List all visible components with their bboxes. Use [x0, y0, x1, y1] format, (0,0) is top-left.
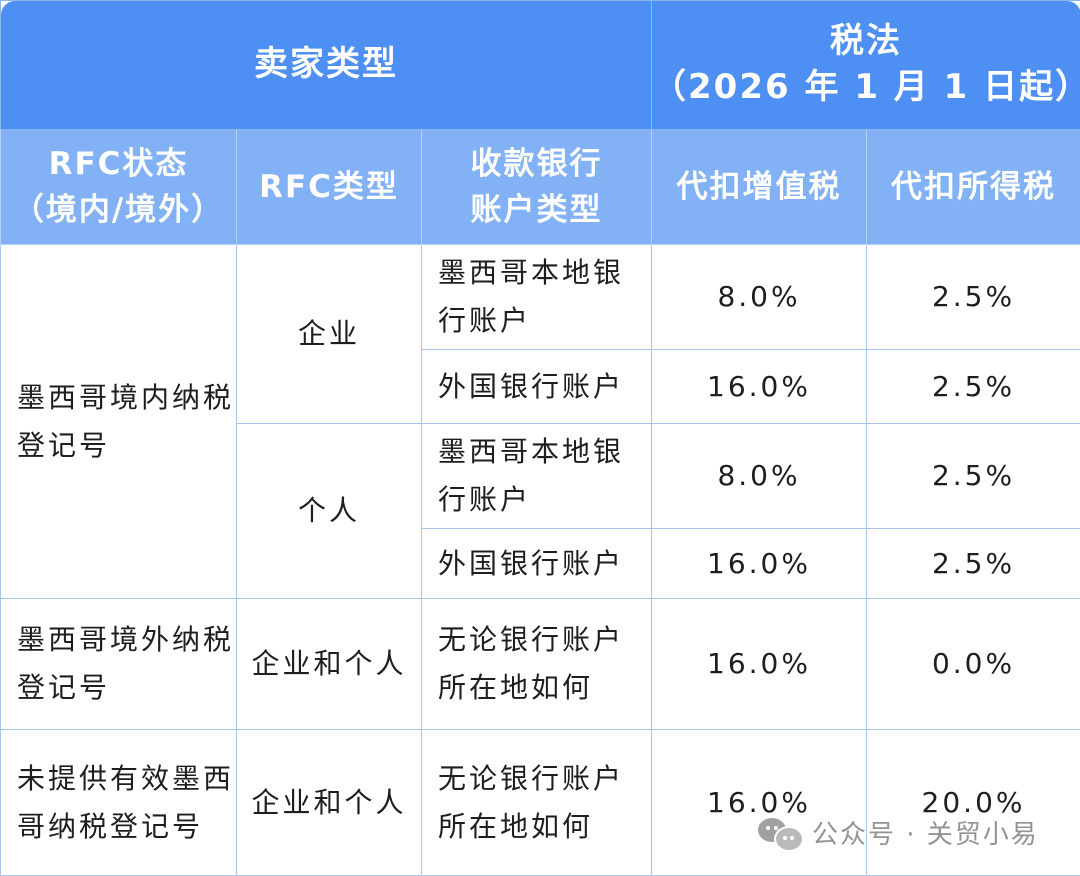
header-row: 卖家类型 税法 （2026 年 1 月 1 日起）: [0, 0, 1080, 130]
table-row: 墨西哥境外纳税登记号 企业和个人 无论银行账户所在地如何 16.0% 0.0%: [0, 598, 1080, 730]
bank-type-cell: 墨西哥本地银行账户: [420, 423, 653, 529]
rfc-type-cell: 企业和个人: [236, 729, 422, 876]
income-tax-cell: 20.0%: [866, 729, 1080, 876]
income-tax-cell: 2.5%: [866, 423, 1080, 529]
bank-type-header-line1: 收款银行: [470, 145, 603, 182]
income-tax-cell: 2.5%: [866, 528, 1080, 599]
table-row: 未提供有效墨西哥纳税登记号 企业和个人 无论银行账户所在地如何 16.0% 20…: [0, 729, 1080, 876]
subheader-row: RFC状态 （境内/境外） RFC类型 收款银行 账户类型 代扣增值税 代扣所得…: [0, 129, 1080, 245]
tax-law-header: 税法 （2026 年 1 月 1 日起）: [651, 0, 1080, 130]
vat-cell: 16.0%: [651, 528, 868, 599]
rfc-type-cell: 企业: [236, 244, 422, 424]
wechat-icon: [758, 814, 804, 852]
table-row: 墨西哥境内纳税登记号 企业 墨西哥本地银行账户 8.0% 2.5%: [0, 244, 1080, 599]
watermark-text: 公众号 · 关贸小易: [812, 819, 1039, 850]
vat-cell: 8.0%: [651, 244, 868, 350]
rfc-status-header-line2: （境内/境外）: [12, 192, 225, 228]
table-row: 外国银行账户 16.0% 2.5%: [1, 528, 1080, 599]
rfc-status-header-line1: RFC状态: [48, 145, 189, 182]
rfc-type-cell: 企业和个人: [236, 598, 422, 730]
vat-header: 代扣增值税: [651, 129, 868, 245]
rfc-type-header: RFC类型: [236, 129, 422, 245]
bank-type-cell: 无论银行账户所在地如何: [420, 598, 653, 730]
bank-type-cell: 外国银行账户: [420, 528, 653, 599]
rfc-type-cell: 个人: [236, 423, 422, 599]
vat-cell: 16.0%: [651, 349, 868, 424]
income-tax-header: 代扣所得税: [866, 129, 1080, 245]
seller-type-header: 卖家类型: [0, 0, 653, 130]
rfc-status-header: RFC状态 （境内/境外）: [0, 129, 237, 245]
vat-cell: 16.0%: [651, 598, 868, 730]
rfc-status-cell: 墨西哥境外纳税登记号: [0, 598, 237, 730]
tax-law-date: （2026 年 1 月 1 日起）: [652, 67, 1080, 107]
tax-law-title: 税法: [830, 21, 903, 62]
vat-cell: 8.0%: [651, 423, 868, 529]
watermark: 公众号 · 关贸小易: [758, 812, 1039, 852]
income-tax-cell: 0.0%: [866, 598, 1080, 730]
income-tax-cell: 2.5%: [866, 244, 1080, 350]
income-tax-cell: 2.5%: [866, 349, 1080, 424]
bank-type-cell: 墨西哥本地银行账户: [420, 244, 653, 350]
bank-type-header: 收款银行 账户类型: [420, 129, 653, 245]
bank-type-cell: 无论银行账户所在地如何: [420, 729, 653, 876]
bank-type-cell: 外国银行账户: [420, 349, 653, 424]
bank-type-header-line2: 账户类型: [470, 192, 603, 228]
rfc-status-cell: 未提供有效墨西哥纳税登记号: [0, 729, 237, 876]
rfc-status-cell: 墨西哥境内纳税登记号: [0, 244, 237, 599]
vat-cell: 16.0%: [651, 729, 868, 876]
table-row: 外国银行账户 16.0% 2.5%: [1, 349, 1080, 424]
